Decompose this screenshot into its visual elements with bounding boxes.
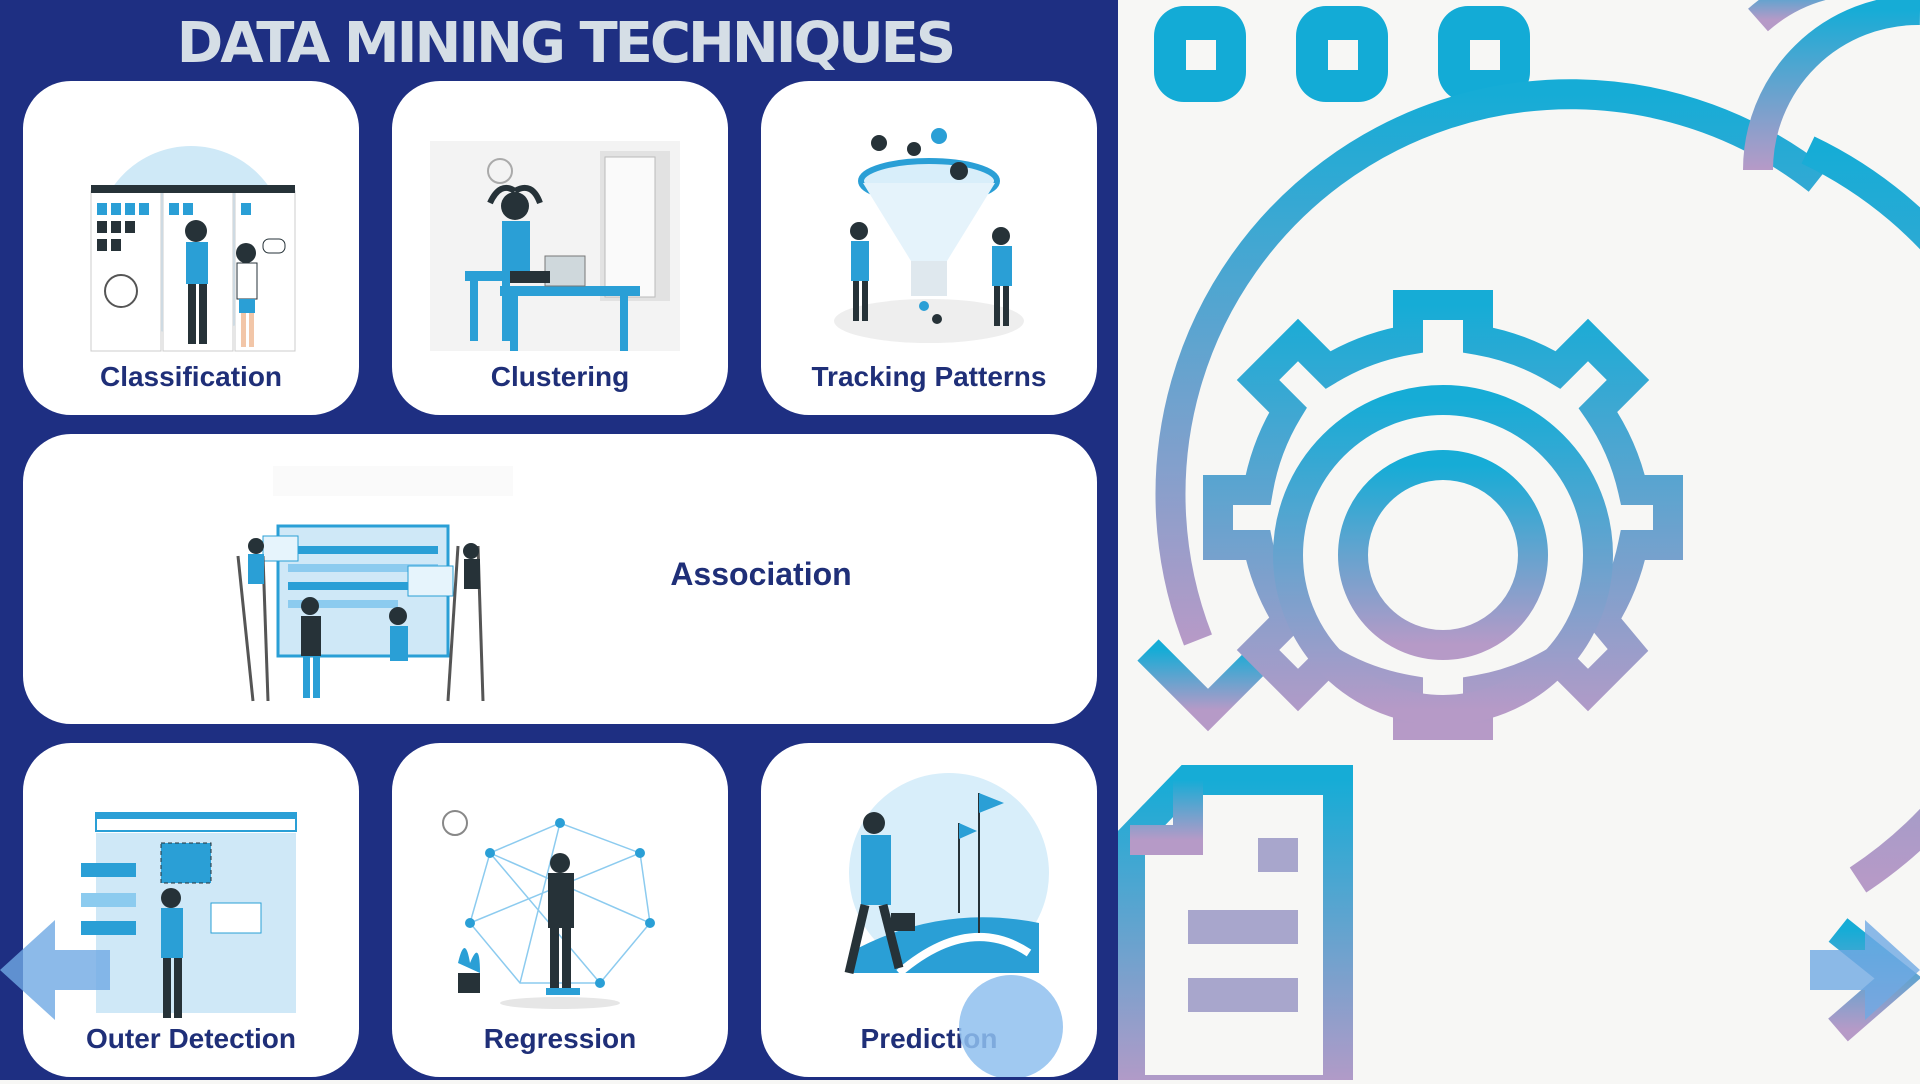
document-icon <box>1115 765 1353 1084</box>
prediction-illustration <box>844 773 1049 977</box>
card-label: Clustering <box>490 361 630 392</box>
card-regression[interactable]: Regression <box>392 743 728 1077</box>
card-label: Classification <box>99 361 283 392</box>
window-dots-icon <box>1154 6 1530 102</box>
card-clustering[interactable]: Clustering <box>392 81 728 415</box>
highlight-circle <box>959 975 1063 1077</box>
gear-process-icon <box>1115 0 1920 1084</box>
previous-arrow-icon[interactable] <box>0 915 110 1025</box>
card-prediction[interactable]: Prediction <box>761 743 1097 1077</box>
outer-detection-illustration <box>81 812 297 1018</box>
card-classification[interactable]: Classification <box>23 81 359 415</box>
clustering-illustration <box>430 141 680 351</box>
techniques-panel: DATA MINING TECHNIQUES <box>0 0 1118 1080</box>
classification-illustration <box>90 146 296 352</box>
card-label: Outer Detection <box>85 1023 297 1054</box>
tracking-patterns-illustration <box>834 128 1024 343</box>
card-label: Regression <box>483 1023 637 1054</box>
card-association[interactable]: Association <box>23 434 1097 724</box>
regression-illustration <box>442 810 655 1009</box>
association-illustration <box>236 466 513 702</box>
next-arrow-icon[interactable] <box>1810 915 1920 1025</box>
page-title: DATA MINING TECHNIQUES <box>176 11 957 76</box>
card-label: Tracking Patterns <box>811 361 1047 392</box>
card-tracking-patterns[interactable]: Tracking Patterns <box>761 81 1097 415</box>
card-outer-detection[interactable]: Outer Detection <box>23 743 359 1077</box>
process-graphic <box>1115 0 1920 1084</box>
card-label: Association <box>670 556 852 592</box>
